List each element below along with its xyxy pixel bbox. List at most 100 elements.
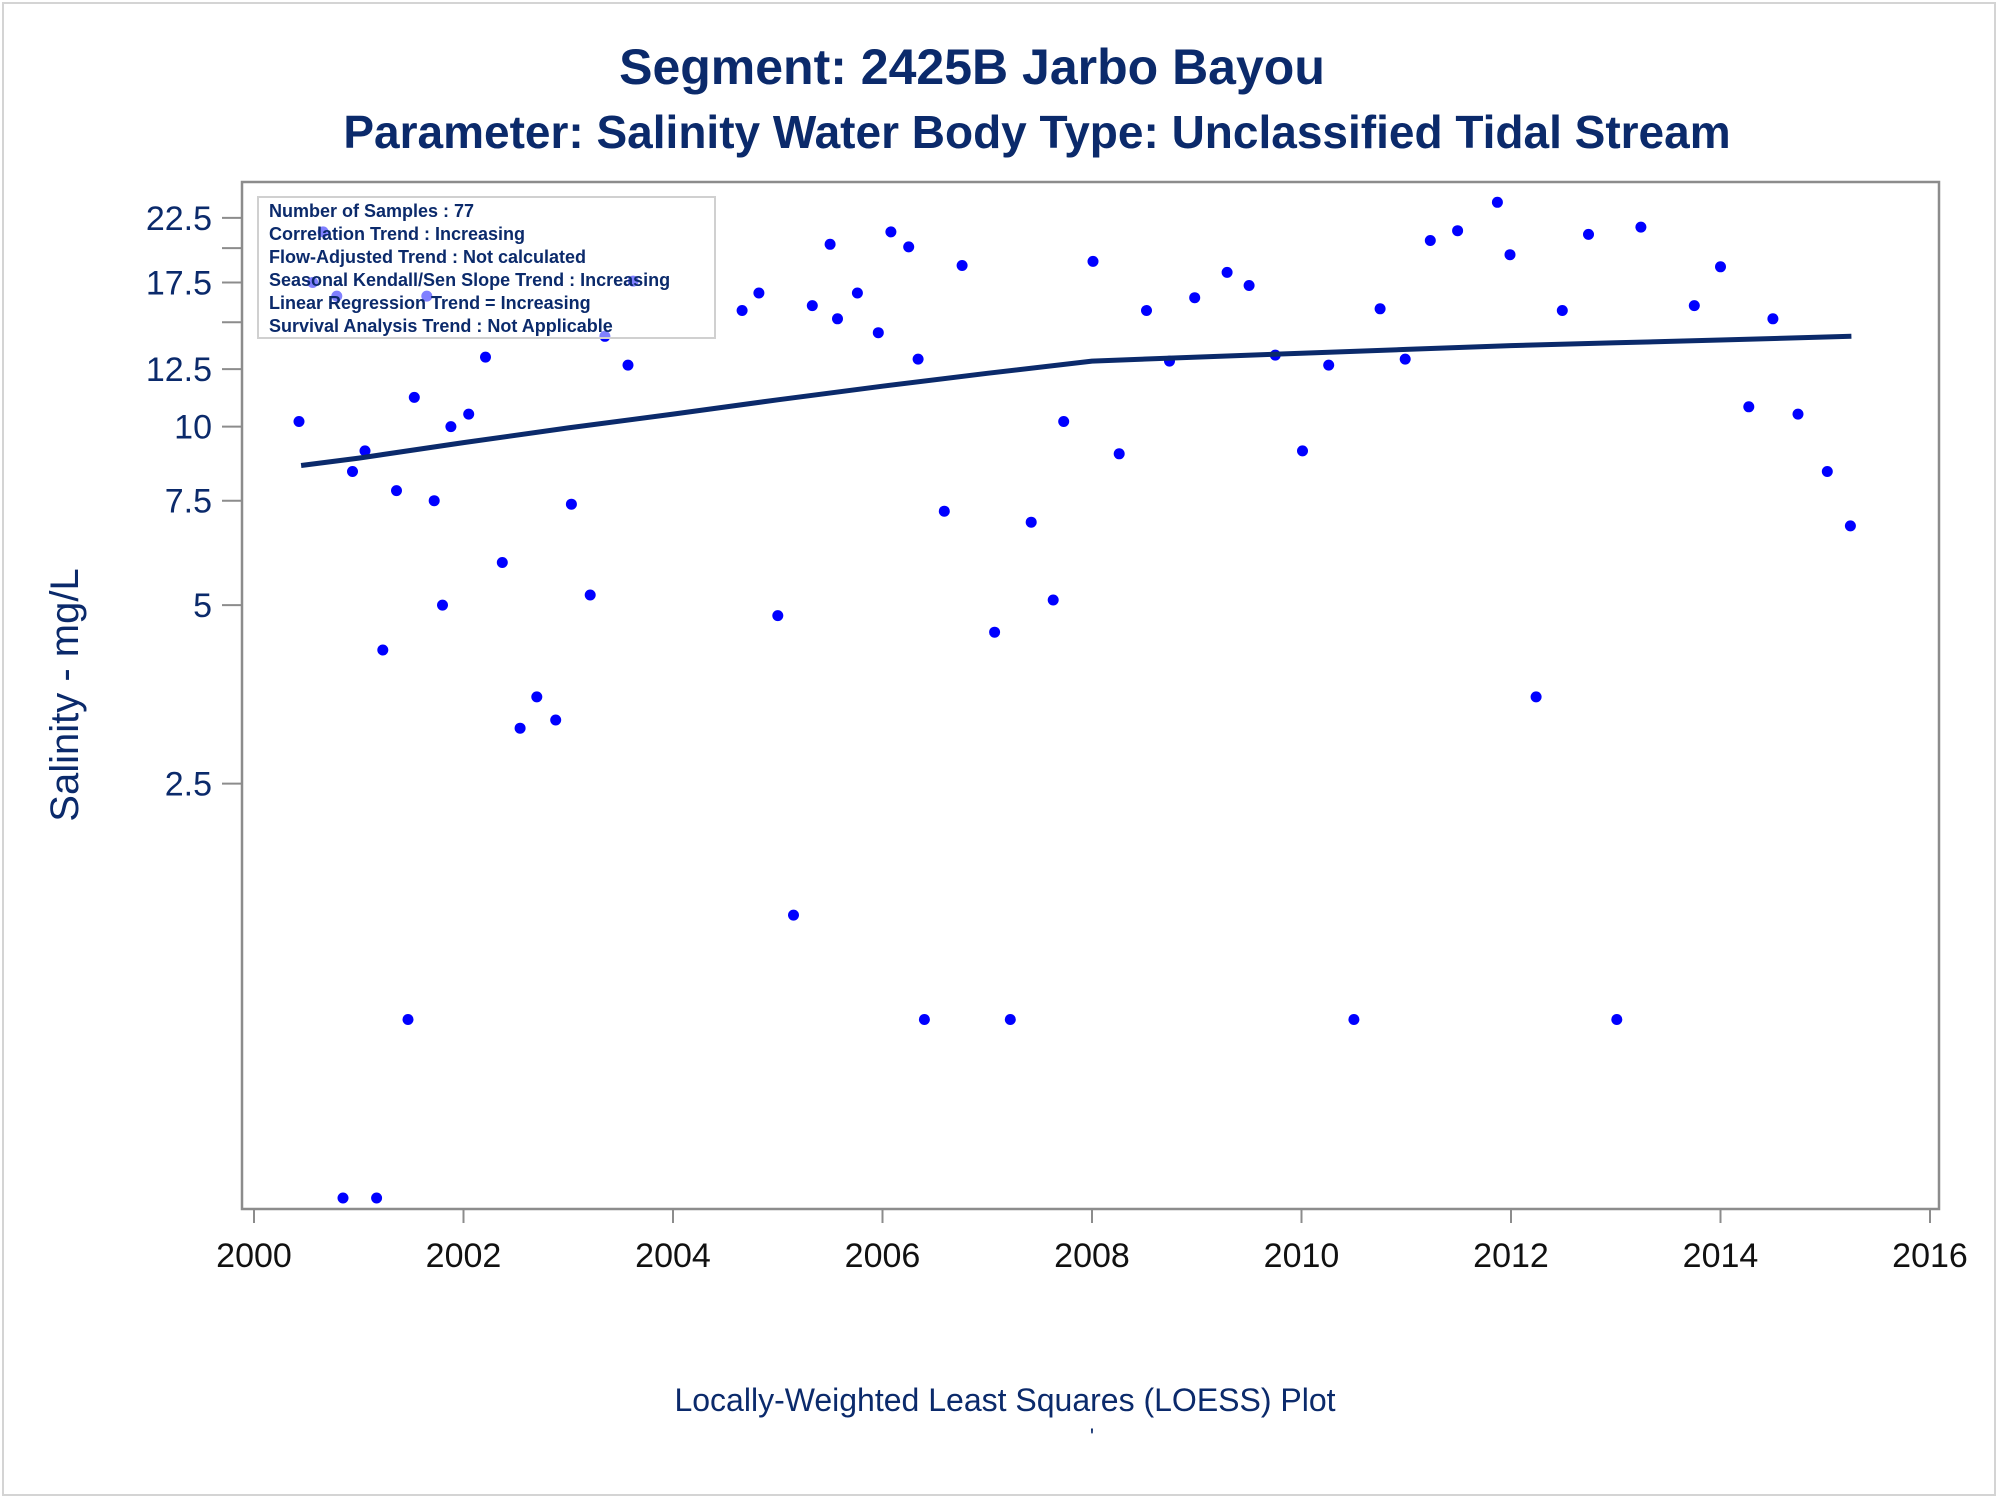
data-point [1635, 221, 1647, 233]
data-point [1374, 303, 1386, 315]
data-point [293, 416, 305, 427]
data-point [445, 421, 457, 433]
data-point [347, 466, 358, 477]
y-tick-label: 12.5 [146, 351, 212, 389]
data-point [1141, 305, 1152, 316]
data-point [1243, 280, 1255, 291]
scatter-points [293, 196, 1856, 1204]
data-point [377, 644, 389, 656]
loess-line-group [300, 333, 1852, 468]
data-point [753, 287, 765, 299]
data-point [1530, 691, 1542, 703]
chart-title: Segment: 2425B Jarbo Bayou [619, 39, 1325, 95]
stats-line-correlation: Correlation Trend : Increasing [269, 224, 525, 244]
y-axis-title: Salinity - mg/L [43, 568, 87, 821]
stats-legend-box [257, 196, 716, 339]
stats-line-linear-regression: Linear Regression Trend = Increasing [269, 293, 591, 313]
data-point [391, 485, 402, 497]
y-tick-label: 2.5 [165, 766, 212, 804]
data-point [1297, 445, 1308, 457]
data-point [496, 557, 508, 568]
data-point [1004, 1014, 1016, 1025]
loess-line [300, 333, 1852, 468]
data-point [851, 287, 863, 299]
y-tick-label: 7.5 [165, 483, 212, 521]
data-point [1743, 401, 1755, 413]
data-point [806, 300, 818, 312]
x-axis: 2000 2002 2004 2006 2008 2010 2012 2014 2016 [216, 1209, 1968, 1275]
data-point [584, 589, 596, 601]
data-point [1113, 448, 1125, 460]
data-point [402, 1014, 414, 1025]
data-point [1611, 1014, 1623, 1025]
x-tick-label: 2002 [426, 1237, 502, 1275]
x-tick-label: 2014 [1683, 1237, 1759, 1275]
data-point [359, 445, 371, 457]
data-point [531, 691, 543, 703]
x-tick-label: 2006 [845, 1237, 921, 1275]
data-point [832, 313, 843, 325]
y-tick-label: 10 [174, 409, 212, 447]
data-point [337, 1192, 349, 1204]
data-point [565, 498, 577, 510]
data-point [885, 226, 897, 238]
data-point [772, 610, 784, 622]
data-point [437, 599, 448, 611]
x-tick-label: 2012 [1473, 1237, 1549, 1275]
plot-area [240, 180, 1941, 1211]
data-point [463, 408, 475, 420]
stats-line-survival: Survival Analysis Trend : Not Applicable [269, 316, 613, 336]
chart-subtitle: Parameter: Salinity Water Body Type: Unc… [343, 106, 1730, 158]
data-point [1047, 594, 1059, 606]
data-point [1025, 516, 1037, 528]
data-point [1767, 313, 1779, 325]
data-point [514, 722, 526, 734]
data-point [480, 351, 491, 363]
x-tick-label: 2008 [1054, 1237, 1130, 1275]
data-point [550, 714, 562, 726]
y-tick-label: 17.5 [146, 265, 212, 303]
y-tick-label: 5 [193, 587, 212, 625]
data-point [1556, 305, 1568, 316]
data-point [1399, 353, 1411, 365]
data-point [1792, 408, 1804, 420]
data-point [1844, 520, 1856, 532]
data-point [1715, 261, 1726, 273]
footnote: ' [1090, 1424, 1094, 1449]
y-tick-label: 22.5 [146, 200, 212, 238]
stats-legend: Number of Samples : 77 Correlation Trend… [257, 196, 716, 339]
data-point [1087, 255, 1099, 267]
data-point [1189, 292, 1201, 304]
x-tick-label: 2004 [635, 1237, 711, 1275]
data-point [1504, 249, 1516, 261]
x-axis-title: Locally-Weighted Least Squares (LOESS) P… [674, 1382, 1335, 1418]
data-point [1688, 300, 1700, 312]
data-point [408, 391, 420, 403]
y-axis: 2.5 5 7.5 10 12.5 17.5 22.5 [146, 200, 242, 804]
stats-line-seasonal-kendall: Seasonal Kendall/Sen Slope Trend : Incre… [269, 270, 670, 290]
data-point [918, 1014, 930, 1025]
data-point [1583, 228, 1594, 240]
data-point [428, 495, 440, 507]
data-point [788, 909, 799, 921]
data-point [824, 238, 836, 250]
data-point [622, 359, 634, 371]
data-point [1323, 359, 1335, 371]
data-point [938, 505, 950, 517]
data-point [989, 626, 1001, 638]
data-point [736, 305, 748, 316]
data-point [956, 260, 968, 271]
x-tick-label: 2016 [1892, 1237, 1968, 1275]
data-point [1452, 225, 1464, 237]
data-point [1348, 1014, 1360, 1025]
data-point [912, 353, 924, 365]
data-point [1821, 466, 1833, 477]
x-tick-label: 2000 [216, 1237, 292, 1275]
data-point [1491, 196, 1503, 208]
stats-line-flow-adjusted: Flow-Adjusted Trend : Not calculated [269, 247, 586, 267]
data-point [371, 1192, 383, 1204]
data-point [1221, 266, 1233, 278]
data-point [1058, 416, 1070, 427]
